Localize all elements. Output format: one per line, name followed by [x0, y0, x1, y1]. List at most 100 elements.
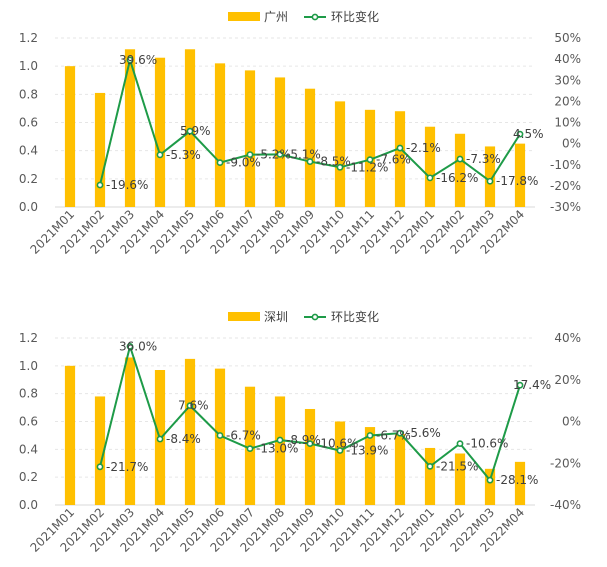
line-point — [186, 402, 194, 410]
y-right-tick-label: -40% — [550, 498, 581, 512]
line-point — [486, 177, 494, 185]
bar — [274, 396, 286, 505]
data-label: -5.1% — [286, 147, 321, 161]
y-left-tick-label: 0.2 — [19, 470, 38, 484]
bar — [124, 357, 136, 505]
line-point — [126, 56, 134, 64]
line-point — [96, 463, 104, 471]
y-left-tick-label: 1.2 — [19, 31, 38, 45]
line-point — [96, 181, 104, 189]
line-point — [246, 445, 254, 453]
line-point — [216, 432, 224, 439]
bar — [94, 396, 106, 505]
data-label: -7.3% — [466, 152, 501, 166]
data-label: -10.6% — [316, 437, 358, 451]
y-left-tick-label: 0.8 — [19, 87, 38, 101]
line-point — [516, 130, 524, 138]
legend-bar-swatch — [228, 312, 260, 321]
data-label: -28.1% — [496, 473, 538, 487]
data-label: -19.6% — [106, 178, 148, 192]
legend-line-label: 环比变化 — [331, 309, 379, 324]
y-right-tick-label: 40% — [554, 52, 581, 66]
data-label: 36.0% — [119, 339, 157, 353]
y-left-tick-label: 1.0 — [19, 359, 38, 373]
data-label: 17.4% — [513, 378, 551, 392]
line-point — [336, 447, 344, 454]
data-label: 5.9% — [180, 124, 211, 138]
y-right-tick-label: 40% — [554, 331, 581, 345]
legend-bar-swatch — [228, 12, 260, 21]
bar — [424, 126, 436, 207]
bar — [484, 146, 496, 207]
y-right-tick-label: 30% — [554, 73, 581, 87]
line-point — [456, 155, 464, 163]
bar — [394, 111, 406, 207]
y-right-tick-label: 0% — [562, 137, 581, 151]
data-label: -5.3% — [166, 148, 201, 162]
data-label: 7.6% — [178, 399, 209, 413]
legend-line-label: 环比变化 — [331, 9, 379, 24]
line-point — [516, 381, 524, 389]
y-left-tick-label: 0.0 — [19, 200, 38, 214]
y-left-tick-label: 0.4 — [19, 144, 38, 158]
y-right-tick-label: 20% — [554, 94, 581, 108]
data-label: -6.7% — [376, 428, 411, 442]
y-left-tick-label: 0.8 — [19, 387, 38, 401]
bar — [454, 133, 466, 207]
y-left-tick-label: 0.4 — [19, 442, 38, 456]
data-label: -11.2% — [346, 160, 388, 174]
chart-shenzhen: 0.00.20.40.60.81.01.2-40%-20%0%20%40%202… — [19, 309, 581, 555]
bar — [394, 434, 406, 505]
data-label: -6.7% — [226, 428, 261, 442]
bar — [364, 427, 376, 505]
y-right-tick-label: 10% — [554, 116, 581, 130]
data-label: -5.2% — [256, 148, 291, 162]
y-right-tick-label: 50% — [554, 31, 581, 45]
data-label: -13.9% — [346, 444, 388, 458]
y-right-tick-label: 0% — [562, 415, 581, 429]
bar — [514, 461, 526, 505]
data-label: -8.9% — [286, 433, 321, 447]
bar — [334, 421, 346, 505]
data-label: -8.4% — [166, 432, 201, 446]
y-left-tick-label: 1.0 — [19, 59, 38, 73]
y-left-tick-label: 1.2 — [19, 331, 38, 345]
line-point — [126, 342, 134, 350]
line-point — [276, 436, 284, 444]
line-point — [246, 151, 254, 159]
bar — [304, 408, 316, 505]
data-label: -7.6% — [376, 153, 411, 167]
data-label: -9.0% — [226, 156, 261, 170]
y-left-tick-label: 0.2 — [19, 172, 38, 186]
line-point — [396, 429, 404, 437]
bar — [514, 143, 526, 207]
y-right-tick-label: -20% — [550, 179, 581, 193]
line-point — [366, 432, 374, 439]
y-left-tick-label: 0.6 — [19, 415, 38, 429]
data-label: -2.1% — [406, 141, 441, 155]
line-point — [366, 156, 374, 164]
chart-guangzhou: 0.0 0.2 0.4 0.6 0.8 1.0 1.2 -30% -20% -10% 0% 10% 20… — [19, 9, 581, 257]
line-point — [156, 435, 164, 443]
bar — [304, 88, 316, 207]
line-point — [426, 462, 434, 470]
bar — [94, 92, 106, 207]
legend-line-marker — [311, 13, 319, 21]
bar — [184, 358, 196, 505]
data-label: -16.2% — [436, 171, 478, 185]
y-left-tick-label: 0.0 — [19, 498, 38, 512]
bar — [424, 447, 436, 505]
bar — [214, 63, 226, 207]
line-point — [396, 144, 404, 152]
bar — [64, 66, 76, 208]
bar — [64, 365, 76, 505]
legend-bar-label: 广州 — [264, 10, 288, 24]
legend-line-marker — [311, 313, 319, 321]
bar — [274, 77, 286, 207]
bar — [454, 453, 466, 505]
line-point — [276, 150, 284, 158]
line-point — [456, 440, 464, 448]
y-right-tick-label: -20% — [550, 456, 581, 470]
line-point — [306, 440, 314, 448]
